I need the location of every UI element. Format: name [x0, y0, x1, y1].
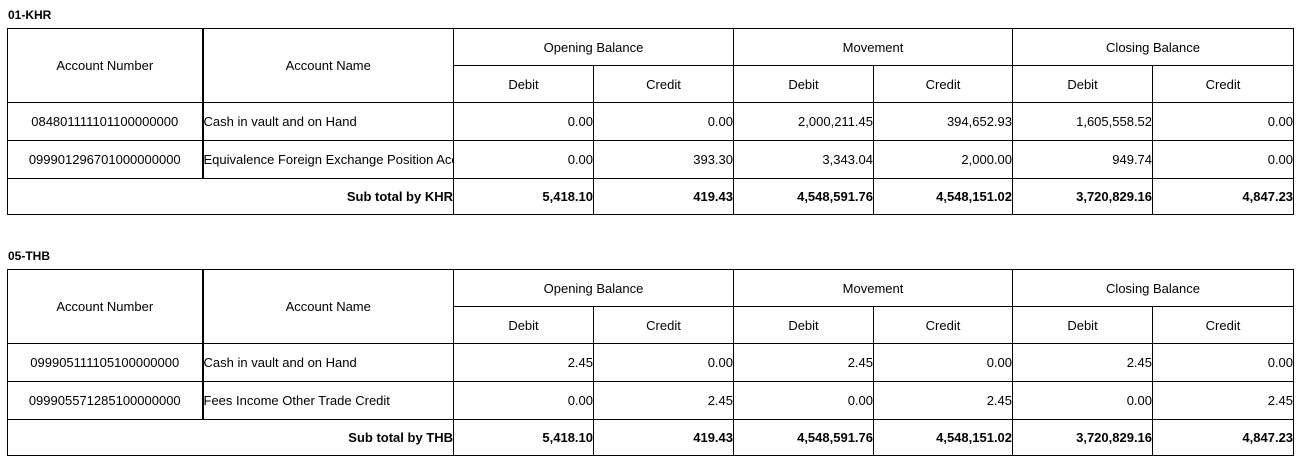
closing-credit-cell: 0.00: [1152, 343, 1295, 382]
account-name-cell: Cash in vault and on Hand: [201, 102, 454, 141]
header-opening-balance: Opening Balance: [453, 269, 734, 307]
header-opening-debit: Debit: [453, 306, 594, 344]
header-account-number: Account Number: [7, 28, 203, 103]
header-movement: Movement: [732, 28, 1014, 66]
closing-credit-cell: 0.00: [1152, 102, 1295, 141]
header-opening-credit: Credit: [593, 65, 734, 103]
subtotal-opening-debit: 5,418.10: [453, 419, 594, 456]
opening-debit-cell: 0.00: [453, 381, 594, 420]
movement-debit-cell: 3,343.04: [733, 140, 874, 179]
table-row: 099905571285100000000 Fees Income Other …: [7, 381, 1295, 420]
account-name-cell: Fees Income Other Trade Credit: [201, 381, 454, 420]
table-row: 099905111105100000000 Cash in vault and …: [7, 343, 1295, 382]
opening-debit-cell: 2.45: [453, 343, 594, 382]
header-closing-balance: Closing Balance: [1012, 269, 1295, 307]
closing-credit-cell: 2.45: [1152, 381, 1295, 420]
table-row: 099901296701000000000 Equivalence Foreig…: [7, 140, 1295, 179]
account-number-cell: 099905111105100000000: [7, 343, 203, 382]
header-closing-balance: Closing Balance: [1012, 28, 1295, 66]
subtotal-closing-credit: 4,847.23: [1152, 178, 1295, 215]
subtotal-row: Sub total by KHR 5,418.10 419.43 4,548,5…: [7, 178, 1295, 215]
closing-credit-cell: 0.00: [1152, 140, 1295, 179]
closing-debit-cell: 0.00: [1012, 381, 1154, 420]
movement-debit-cell: 2,000,211.45: [733, 102, 874, 141]
header-closing-debit: Debit: [1012, 306, 1154, 344]
table-row: 084801111101100000000 Cash in vault and …: [7, 102, 1295, 141]
movement-debit-cell: 0.00: [733, 381, 874, 420]
section-title: 01-KHR: [8, 8, 52, 22]
subtotal-movement-debit: 4,548,591.76: [733, 419, 874, 456]
account-number-cell: 099905571285100000000: [7, 381, 203, 420]
subtotal-closing-credit: 4,847.23: [1152, 419, 1295, 456]
movement-credit-cell: 2,000.00: [872, 140, 1014, 179]
header-movement: Movement: [732, 269, 1014, 307]
subtotal-opening-debit: 5,418.10: [453, 178, 594, 215]
header-closing-credit: Credit: [1152, 65, 1295, 103]
movement-credit-cell: 394,652.93: [872, 102, 1014, 141]
opening-credit-cell: 0.00: [593, 343, 734, 382]
subtotal-row: Sub total by THB 5,418.10 419.43 4,548,5…: [7, 419, 1295, 456]
header-account-name: Account Name: [201, 28, 454, 103]
account-number-cell: 099901296701000000000: [7, 140, 203, 179]
movement-credit-cell: 0.00: [872, 343, 1014, 382]
subtotal-label: Sub total by KHR: [7, 178, 454, 215]
opening-credit-cell: 393.30: [593, 140, 734, 179]
subtotal-movement-credit: 4,548,151.02: [872, 419, 1014, 456]
account-number-cell: 084801111101100000000: [7, 102, 203, 141]
movement-debit-cell: 2.45: [733, 343, 874, 382]
subtotal-movement-credit: 4,548,151.02: [872, 178, 1014, 215]
subtotal-closing-debit: 3,720,829.16: [1012, 178, 1154, 215]
opening-credit-cell: 0.00: [593, 102, 734, 141]
header-movement-debit: Debit: [733, 65, 874, 103]
ledger-table: Account Number Account Name Opening Bala…: [7, 269, 1295, 456]
closing-debit-cell: 2.45: [1012, 343, 1154, 382]
section-title: 05-THB: [8, 249, 51, 263]
header-movement-credit: Credit: [872, 306, 1014, 344]
header-opening-credit: Credit: [593, 306, 734, 344]
subtotal-movement-debit: 4,548,591.76: [733, 178, 874, 215]
subtotal-opening-credit: 419.43: [593, 419, 734, 456]
ledger-table: Account Number Account Name Opening Bala…: [7, 28, 1295, 215]
header-movement-credit: Credit: [872, 65, 1014, 103]
movement-credit-cell: 2.45: [872, 381, 1014, 420]
header-opening-debit: Debit: [453, 65, 594, 103]
header-account-number: Account Number: [7, 269, 203, 344]
header-closing-debit: Debit: [1012, 65, 1154, 103]
closing-debit-cell: 949.74: [1012, 140, 1154, 179]
header-account-name: Account Name: [201, 269, 454, 344]
subtotal-closing-debit: 3,720,829.16: [1012, 419, 1154, 456]
account-name-cell: Cash in vault and on Hand: [201, 343, 454, 382]
opening-credit-cell: 2.45: [593, 381, 734, 420]
subtotal-label: Sub total by THB: [7, 419, 454, 456]
account-name-cell: Equivalence Foreign Exchange Position Ac…: [201, 140, 454, 179]
header-opening-balance: Opening Balance: [453, 28, 734, 66]
opening-debit-cell: 0.00: [453, 140, 594, 179]
header-movement-debit: Debit: [733, 306, 874, 344]
subtotal-opening-credit: 419.43: [593, 178, 734, 215]
header-closing-credit: Credit: [1152, 306, 1295, 344]
closing-debit-cell: 1,605,558.52: [1012, 102, 1154, 141]
opening-debit-cell: 0.00: [453, 102, 594, 141]
